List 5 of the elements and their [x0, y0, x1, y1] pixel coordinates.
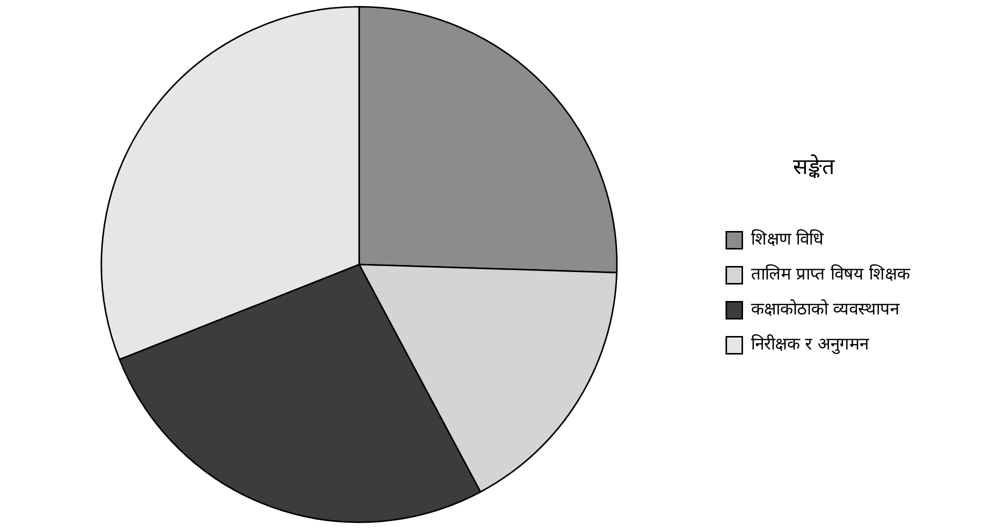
legend-label: शिक्षण विधि [750, 228, 824, 250]
legend-label: कक्षाकोठाको व्यवस्थापन [750, 298, 900, 320]
legend-label: निरीक्षक र अनुगमन [750, 334, 870, 355]
legend-title: सङ्केत [793, 154, 836, 180]
legend-label: तालिम प्राप्त विषय शिक्षक [750, 264, 911, 285]
